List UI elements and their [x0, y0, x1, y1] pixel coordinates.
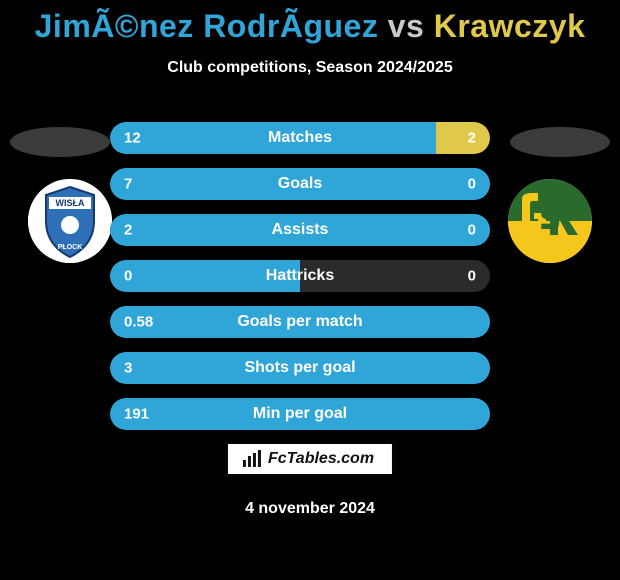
marker-shadow-left: [10, 127, 110, 157]
stat-row: 122Matches: [110, 122, 490, 154]
stat-row: 20Assists: [110, 214, 490, 246]
logo-left-top-text: WISŁA: [56, 198, 85, 208]
stat-label: Assists: [110, 221, 490, 239]
club-logo-right: [508, 179, 592, 263]
watermark-text: FcTables.com: [268, 450, 374, 468]
gks-logo-icon: [508, 179, 592, 263]
logo-left-bottom-text: PŁOCK: [58, 244, 83, 251]
stat-row: 3Shots per goal: [110, 352, 490, 384]
stat-row: 70Goals: [110, 168, 490, 200]
stat-row: 0.58Goals per match: [110, 306, 490, 338]
vs-text: vs: [388, 8, 425, 44]
comparison-title: JimÃ©nez RodrÃ­guez vs Krawczyk: [0, 0, 620, 45]
stat-label: Goals: [110, 175, 490, 193]
stat-row: 00Hattricks: [110, 260, 490, 292]
stat-label: Shots per goal: [110, 359, 490, 377]
club-logo-left: WISŁA PŁOCK: [28, 179, 112, 263]
comparison-subtitle: Club competitions, Season 2024/2025: [0, 59, 620, 77]
stat-label: Goals per match: [110, 313, 490, 331]
marker-shadow-right: [510, 127, 610, 157]
chart-icon: [242, 450, 262, 468]
stat-label: Min per goal: [110, 405, 490, 423]
footer-date: 4 november 2024: [0, 500, 620, 518]
stat-label: Hattricks: [110, 267, 490, 285]
player-right-name: Krawczyk: [434, 8, 586, 44]
watermark: FcTables.com: [226, 442, 394, 476]
stat-label: Matches: [110, 129, 490, 147]
stats-container: 122Matches 70Goals 20Assists 00Hattricks 0.5…: [110, 122, 490, 444]
stat-row: 191Min per goal: [110, 398, 490, 430]
wisla-plock-logo-icon: WISŁA PŁOCK: [28, 179, 112, 263]
player-left-name: JimÃ©nez RodrÃ­guez: [35, 8, 379, 44]
